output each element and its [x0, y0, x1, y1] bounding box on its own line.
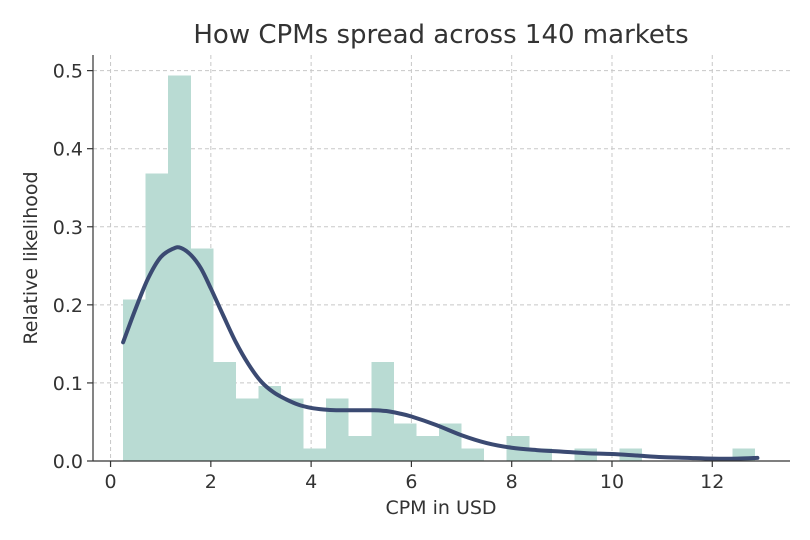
- histogram-bar: [123, 299, 146, 461]
- y-ticks: 0.0 0.1 0.2 0.3 0.4 0.5: [53, 61, 93, 473]
- histogram-bar: [145, 173, 169, 461]
- histogram-bar: [213, 361, 236, 461]
- chart-title: How CPMs spread across 140 markets: [193, 20, 688, 50]
- x-ticks: 0 2 4 6 8 10 12: [105, 461, 724, 493]
- y-tick-label: 0.3: [53, 217, 83, 239]
- histogram-bar: [348, 436, 372, 461]
- y-tick-label: 0.4: [53, 139, 83, 161]
- histogram-bar: [461, 448, 485, 461]
- histogram-bar: [303, 448, 327, 461]
- x-tick-label: 12: [700, 471, 724, 493]
- density-curve: [121, 245, 760, 461]
- histogram-bar: [281, 398, 304, 461]
- y-axis-label: Relative likelihood: [20, 171, 42, 344]
- histogram-bar: [168, 75, 191, 462]
- density-curve-group: [121, 245, 760, 461]
- x-axis-label: CPM in USD: [385, 497, 496, 519]
- histogram-bar: [393, 423, 417, 461]
- x-tick-label: 0: [105, 471, 117, 493]
- y-tick-label: 0.0: [53, 451, 83, 473]
- x-tick-label: 10: [600, 471, 624, 493]
- x-tick-label: 4: [305, 471, 317, 493]
- y-tick-label: 0.2: [53, 295, 83, 317]
- y-tick-label: 0.5: [53, 61, 83, 83]
- histogram-bar: [416, 436, 439, 461]
- histogram-bar: [258, 386, 282, 461]
- x-tick-label: 6: [405, 471, 417, 493]
- x-tick-label: 8: [506, 471, 518, 493]
- y-tick-label: 0.1: [53, 373, 83, 395]
- histogram-bar: [326, 398, 349, 461]
- histogram-bar: [235, 398, 259, 461]
- x-tick-label: 2: [205, 471, 217, 493]
- histogram-bar: [190, 248, 214, 461]
- axes: [92, 55, 790, 462]
- histogram-bars: [123, 75, 755, 462]
